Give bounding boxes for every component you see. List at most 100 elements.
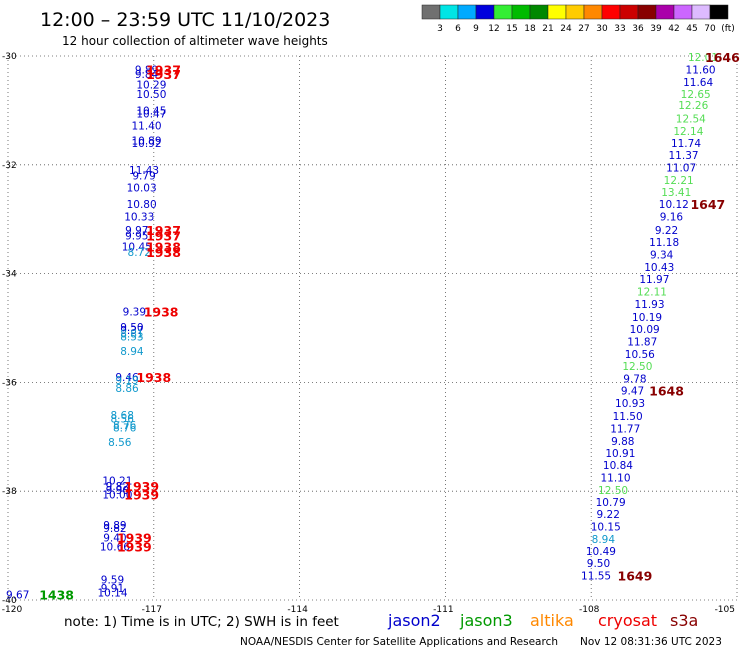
colorbar-swatch: [457, 4, 477, 20]
wave-height-label: 13.41: [661, 187, 691, 199]
wave-height-label: 10.00: [102, 489, 132, 501]
wave-height-label: 12.50: [598, 485, 628, 497]
map-grid: [7, 55, 738, 601]
wave-height-label: 12.01: [688, 52, 718, 64]
pass-time-label: 1939: [124, 487, 159, 502]
colorbar-label: 39: [650, 24, 662, 34]
pass-time-label: 1648: [649, 384, 684, 399]
wave-height-label: 12.54: [676, 114, 706, 126]
wave-height-label: 9.37: [120, 325, 143, 337]
wave-height-label: 10.45: [122, 241, 152, 253]
colorbar-label: 3: [437, 24, 443, 34]
wave-height-label: 9.59: [101, 574, 124, 586]
wave-height-label: 11.07: [666, 163, 696, 175]
wave-height-label: 10.84: [603, 460, 633, 472]
y-tick-label: -32: [2, 161, 17, 171]
timestamp-text: Nov 12 08:31:36 UTC 2023: [580, 636, 722, 648]
wave-height-label: 11.40: [131, 121, 161, 133]
wave-height-label: 9.22: [597, 509, 620, 521]
wave-height-label: 11.10: [600, 473, 630, 485]
x-tick-label: -117: [142, 605, 162, 615]
colorbar-swatch: [673, 4, 693, 20]
colorbar-swatch: [511, 4, 531, 20]
wave-height-label: 10.93: [615, 398, 645, 410]
pass-time-label: 1649: [618, 569, 653, 584]
wave-height-label: 8.56: [108, 437, 132, 449]
chart-title: 12:00 – 23:59 UTC 11/10/2023: [40, 9, 330, 31]
legend-s3a: s3a: [670, 611, 698, 630]
wave-height-label: 11.55: [581, 571, 611, 583]
pass-time-label: 1939: [124, 479, 159, 494]
pass-time-labels: 1937193719371937193819381938193819391939…: [39, 50, 740, 602]
wave-height-label: 11.43: [129, 165, 159, 177]
colorbar-swatch: [493, 4, 513, 20]
wave-height-label: 10.89: [131, 135, 161, 147]
wave-height-label: 8.76: [113, 420, 137, 432]
wave-height-label: 9.79: [132, 171, 155, 183]
wave-height-label: 9.89: [103, 520, 126, 532]
colorbar-swatch: [475, 4, 495, 20]
pass-time-label: 1937: [146, 67, 181, 82]
wave-height-label: 11.74: [671, 138, 701, 150]
y-axis-ticks: -30 -32 -34 -36 -38 -40: [2, 52, 17, 606]
wave-height-label: 10.66: [100, 542, 130, 554]
wave-height-label: 9.82: [106, 481, 129, 493]
wave-height-label: 11.50: [613, 411, 643, 423]
wave-height-label: 11.18: [649, 237, 679, 249]
pass-time-label: 1938: [136, 370, 171, 385]
y-tick-label: -36: [2, 378, 17, 388]
wave-height-label: 10.03: [127, 183, 157, 195]
wave-height-label: 9.39: [123, 307, 146, 319]
wave-height-label: 9.16: [660, 211, 684, 223]
wave-height-label: 8.86: [115, 383, 139, 395]
satellite-legend: jason2 jason3 altika cryosat s3a: [387, 611, 698, 630]
wave-height-label: 10.14: [97, 587, 127, 599]
colorbar-label: 33: [614, 24, 625, 34]
colorbar-swatch: [565, 4, 585, 20]
wave-height-label: 11.60: [686, 65, 716, 77]
pass-time-label: 1939: [117, 530, 152, 545]
wave-height-label: 10.79: [596, 497, 626, 509]
colorbar-swatch: [601, 4, 621, 20]
x-tick-label: -105: [715, 605, 735, 615]
wave-height-label: 9.78: [623, 374, 646, 386]
wave-height-label: 9.50: [587, 558, 610, 570]
wave-height-label: 10.80: [127, 199, 157, 211]
legend-jason2: jason2: [387, 611, 441, 630]
colorbar-label: 21: [542, 24, 553, 34]
wave-height-label: 8.94: [592, 534, 616, 546]
colorbar-label: 45: [686, 24, 697, 34]
y-tick-label: -30: [2, 52, 17, 62]
colorbar-swatch: [655, 4, 675, 20]
wave-height-label: 12.65: [681, 89, 711, 101]
wave-height-label: 11.64: [683, 77, 713, 89]
colorbar-label: 9: [473, 24, 479, 34]
pass-time-label: 1647: [690, 197, 725, 212]
colorbar-swatch: [583, 4, 603, 20]
wave-height-label: 10.56: [625, 349, 655, 361]
wave-height-label: 9.88: [611, 436, 634, 448]
wave-height-labels: 9.899.8410.2910.5010.4510.4711.4010.8910…: [6, 52, 718, 601]
wave-height-label: 10.15: [591, 522, 621, 534]
wave-height-label: 10.50: [136, 89, 166, 101]
footer-note: note: 1) Time is in UTC; 2) SWH is in fe…: [64, 614, 339, 630]
wave-height-label: 9.90: [106, 485, 129, 497]
colorbar-label: 42: [668, 24, 679, 34]
x-axis-ticks: -120 -117 -114 -111 -108 -105: [2, 605, 735, 615]
colorbar-label: 18: [524, 24, 536, 34]
wave-height-label: 9.82: [103, 523, 126, 535]
wave-height-label: 9.34: [650, 250, 674, 262]
wave-height-label: 9.95: [125, 231, 148, 243]
wave-height-label: 9.22: [655, 225, 678, 237]
wave-height-label: 10.33: [124, 211, 154, 223]
wave-height-label: 10.91: [605, 448, 635, 460]
wave-height-label: 10.12: [659, 199, 689, 211]
colorbar-swatch: [709, 4, 729, 20]
wave-height-label: 9.91: [101, 583, 124, 595]
wave-height-label: 10.92: [131, 138, 161, 150]
wave-height-label: 9.89: [135, 65, 158, 77]
wave-height-label: 9.19: [115, 375, 138, 387]
colorbar-swatch: [637, 4, 657, 20]
wave-height-label: 10.21: [102, 475, 132, 487]
